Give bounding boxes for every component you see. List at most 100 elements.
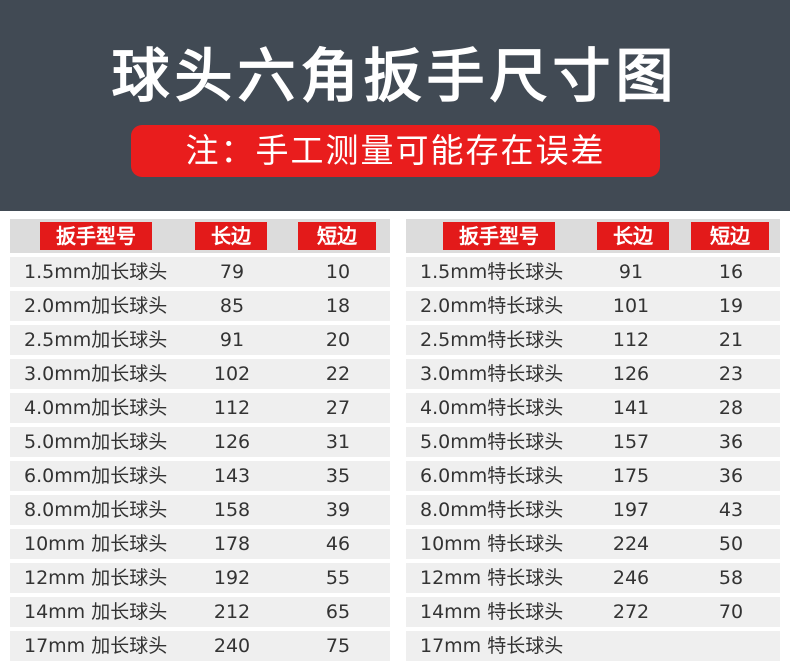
table-row: 10mm 加长球头 178 46: [10, 529, 390, 559]
table-header: 扳手型号 长边 短边: [406, 219, 780, 253]
short-side-cell: 10: [325, 261, 351, 283]
short-side-cell: 58: [718, 567, 744, 589]
table-row: 2.5mm加长球头 91 20: [10, 325, 390, 355]
table-row: 10mm 特长球头 224 50: [406, 529, 780, 559]
short-side-cell: 18: [325, 295, 351, 317]
model-cell: 2.5mm加长球头: [24, 329, 168, 351]
short-side-cell: 28: [718, 397, 744, 419]
table-row: 14mm 特长球头 272 70: [406, 597, 780, 627]
column-header-model: 扳手型号: [443, 222, 555, 250]
model-cell: 2.0mm加长球头: [24, 295, 168, 317]
model-cell: 12mm 加长球头: [24, 567, 168, 589]
long-side-cell: 112: [213, 397, 251, 419]
model-cell: 1.5mm特长球头: [420, 261, 564, 283]
model-cell: 17mm 特长球头: [420, 635, 564, 657]
long-side-cell: 158: [213, 499, 251, 521]
model-cell: 8.0mm加长球头: [24, 499, 168, 521]
long-side-cell: 192: [213, 567, 251, 589]
table-row: 4.0mm特长球头 141 28: [406, 393, 780, 423]
table-row: 1.5mm特长球头 91 16: [406, 257, 780, 287]
header-banner: 球头六角扳手尺寸图 注：手工测量可能存在误差: [0, 0, 790, 211]
table-body: 1.5mm加长球头 79 10 2.0mm加长球头 85 18 2.5mm加长球头 91 20 3…: [10, 257, 390, 661]
long-side-cell: 224: [612, 533, 650, 555]
page-title: 球头六角扳手尺寸图: [111, 42, 679, 110]
model-cell: 8.0mm特长球头: [420, 499, 564, 521]
model-cell: 10mm 加长球头: [24, 533, 168, 555]
table-row: 1.5mm加长球头 79 10: [10, 257, 390, 287]
short-side-cell: 50: [718, 533, 744, 555]
model-cell: 6.0mm加长球头: [24, 465, 168, 487]
long-side-cell: 126: [612, 363, 650, 385]
long-side-cell: 175: [612, 465, 650, 487]
short-side-cell: 36: [718, 465, 744, 487]
short-side-cell: 39: [325, 499, 351, 521]
short-side-cell: 22: [325, 363, 351, 385]
table-row: 8.0mm加长球头 158 39: [10, 495, 390, 525]
long-side-cell: 272: [612, 601, 650, 623]
long-side-cell: 101: [612, 295, 650, 317]
long-side-cell: 246: [612, 567, 650, 589]
long-side-cell: 91: [219, 329, 245, 351]
long-side-cell: 240: [213, 635, 251, 657]
long-side-cell: 85: [219, 295, 245, 317]
model-cell: 14mm 特长球头: [420, 601, 564, 623]
short-side-cell: 27: [325, 397, 351, 419]
model-cell: 3.0mm特长球头: [420, 363, 564, 385]
short-side-cell: 36: [718, 431, 744, 453]
table-row: 2.0mm特长球头 101 19: [406, 291, 780, 321]
extended-ballhead-table: 扳手型号 长边 短边 1.5mm加长球头 79 10 2.0mm加长球头 85 18 2.5…: [10, 219, 390, 661]
extra-long-ballhead-table: 扳手型号 长边 短边 1.5mm特长球头 91 16 2.0mm特长球头 101 19 2.…: [406, 219, 780, 661]
model-cell: 12mm 特长球头: [420, 567, 564, 589]
short-side-cell: 31: [325, 431, 351, 453]
table-row: 6.0mm加长球头 143 35: [10, 461, 390, 491]
table-row: 17mm 特长球头: [406, 631, 780, 661]
column-header-short-side: 短边: [691, 222, 769, 250]
table-row: 2.0mm加长球头 85 18: [10, 291, 390, 321]
model-cell: 14mm 加长球头: [24, 601, 168, 623]
long-side-cell: 126: [213, 431, 251, 453]
table-row: 3.0mm加长球头 102 22: [10, 359, 390, 389]
table-row: 6.0mm特长球头 175 36: [406, 461, 780, 491]
long-side-cell: 197: [612, 499, 650, 521]
column-header-long-side: 长边: [597, 222, 669, 250]
long-side-cell: 178: [213, 533, 251, 555]
measurement-note: 注：手工测量可能存在误差: [131, 125, 660, 177]
column-header-long-side: 长边: [195, 222, 267, 250]
long-side-cell: 157: [612, 431, 650, 453]
model-cell: 10mm 特长球头: [420, 533, 564, 555]
short-side-cell: 20: [325, 329, 351, 351]
table-header: 扳手型号 长边 短边: [10, 219, 390, 253]
short-side-cell: 43: [718, 499, 744, 521]
short-side-cell: 46: [325, 533, 351, 555]
short-side-cell: 55: [325, 567, 351, 589]
model-cell: 5.0mm特长球头: [420, 431, 564, 453]
short-side-cell: 23: [718, 363, 744, 385]
long-side-cell: 212: [213, 601, 251, 623]
long-side-cell: 112: [612, 329, 650, 351]
model-cell: 17mm 加长球头: [24, 635, 168, 657]
short-side-cell: 19: [718, 295, 744, 317]
table-row: 12mm 特长球头 246 58: [406, 563, 780, 593]
column-header-model: 扳手型号: [40, 222, 152, 250]
model-cell: 3.0mm加长球头: [24, 363, 168, 385]
long-side-cell: 79: [219, 261, 245, 283]
table-row: 3.0mm特长球头 126 23: [406, 359, 780, 389]
column-header-short-side: 短边: [298, 222, 376, 250]
long-side-cell: 143: [213, 465, 251, 487]
short-side-cell: 70: [718, 601, 744, 623]
table-row: 5.0mm特长球头 157 36: [406, 427, 780, 457]
table-row: 2.5mm特长球头 112 21: [406, 325, 780, 355]
short-side-cell: 65: [325, 601, 351, 623]
table-row: 8.0mm特长球头 197 43: [406, 495, 780, 525]
model-cell: 6.0mm特长球头: [420, 465, 564, 487]
table-row: 4.0mm加长球头 112 27: [10, 393, 390, 423]
long-side-cell: 102: [213, 363, 251, 385]
table-row: 12mm 加长球头 192 55: [10, 563, 390, 593]
short-side-cell: 21: [718, 329, 744, 351]
model-cell: 1.5mm加长球头: [24, 261, 168, 283]
long-side-cell: 91: [618, 261, 644, 283]
table-body: 1.5mm特长球头 91 16 2.0mm特长球头 101 19 2.5mm特长球头 112 2…: [406, 257, 780, 661]
long-side-cell: 141: [612, 397, 650, 419]
model-cell: 4.0mm加长球头: [24, 397, 168, 419]
short-side-cell: 16: [718, 261, 744, 283]
